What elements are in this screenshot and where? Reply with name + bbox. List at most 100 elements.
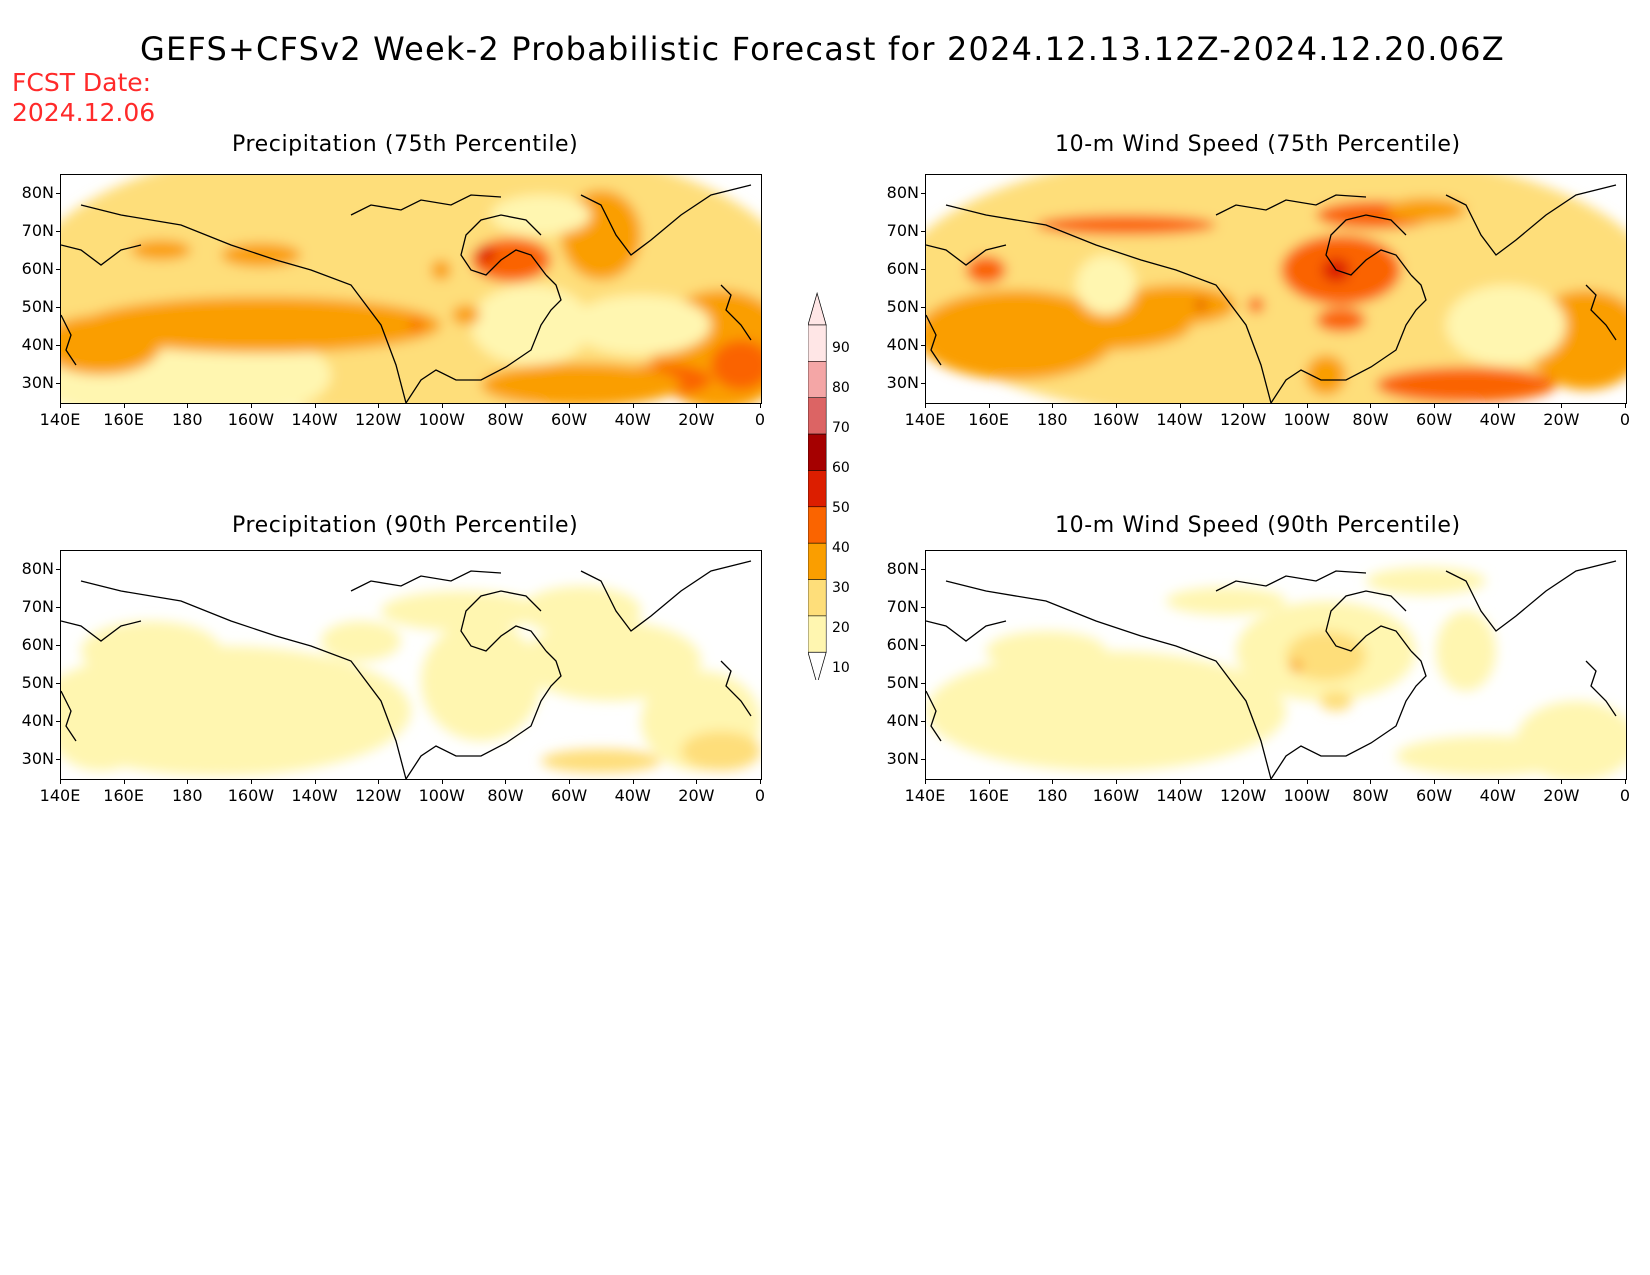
probability-shading [431,260,451,280]
lon-tick [250,403,252,408]
lat-label: 30N [21,373,54,392]
lon-tick [1052,403,1054,408]
colorbar-label: 10 [832,660,850,676]
lon-label: 140W [291,786,338,805]
coastline [720,660,752,717]
coastline [580,184,752,256]
lon-tick [1370,779,1372,784]
lon-label: 80W [1352,786,1389,805]
lat-tick [921,307,926,308]
probability-shading [421,621,541,741]
lat-tick [921,269,926,270]
coastline [926,620,1007,642]
lat-tick [921,759,926,760]
lon-tick [1306,779,1308,784]
lon-label: 160W [227,786,275,805]
lon-label: 40W [1479,786,1516,805]
coastline [1445,560,1617,632]
probability-shading [81,297,441,353]
coastline [405,650,562,779]
lon-label: 0 [1619,786,1631,805]
lon-label: 180 [1036,786,1068,805]
probability-shading [476,247,496,263]
lat-label: 60N [886,635,919,654]
colorbar-segment [808,324,827,362]
lat-label: 30N [886,373,919,392]
lon-tick [632,779,634,784]
colorbar-label: 60 [832,460,850,476]
lon-tick [988,403,990,408]
lon-label: 20W [1543,410,1580,429]
lon-tick [696,403,698,408]
lon-label: 160E [968,410,1009,429]
lon-tick [925,779,926,784]
lat-label: 40N [21,335,54,354]
coastline [460,214,547,276]
lon-tick [1434,779,1436,784]
lat-label: 60N [21,635,54,654]
lon-label: 100W [1283,786,1330,805]
coastline [61,690,77,742]
colorbar-label: 70 [832,420,850,436]
coastline [926,244,1007,266]
lon-label: 0 [754,786,766,805]
lat-tick [56,307,61,308]
lon-tick [988,779,990,784]
lon-tick [1115,779,1117,784]
lon-tick [1179,403,1181,408]
lat-tick [921,721,926,722]
lon-label: 80W [487,410,524,429]
probability-shading [1446,285,1566,365]
lon-label: 80W [1352,410,1389,429]
panel-title-wind-75: 10-m Wind Speed (75th Percentile) [1055,132,1461,157]
coastline [926,314,942,366]
lat-label: 50N [21,673,54,692]
main-title: GEFS+CFSv2 Week-2 Probabilistic Forecast… [140,30,1505,68]
probability-shading [1316,308,1366,332]
lon-label: 140W [1156,410,1203,429]
probability-shading [61,691,151,771]
lat-tick [921,645,926,646]
lon-tick [1115,403,1117,408]
probability-shading [81,621,221,681]
lon-label: 100W [418,786,465,805]
lat-tick [921,345,926,346]
coastline [61,620,142,642]
colorbar-segment [808,470,827,508]
lon-tick [1370,403,1372,408]
probability-shading [1011,300,1191,350]
coastline [80,580,407,779]
lon-label: 100W [1283,410,1330,429]
lat-tick [56,383,61,384]
shading-svg [926,560,1626,779]
coastline [945,580,1272,779]
probability-shading [521,621,701,701]
probability-shading [571,295,711,355]
coastline [1445,184,1617,256]
colorbar-label: 20 [832,620,850,636]
lon-tick [123,779,125,784]
coastline [926,690,942,742]
probability-shading [1386,198,1466,222]
colorbar-top-triangle [808,291,827,326]
lon-label: 180 [1036,410,1068,429]
lat-tick [921,193,926,194]
lon-tick [505,779,507,784]
probability-shading [986,631,1106,671]
lat-tick [921,231,926,232]
colorbar [808,291,827,680]
probability-shading [1248,297,1264,313]
lat-label: 60N [886,259,919,278]
colorbar-label: 50 [832,500,850,516]
probability-shading [1376,367,1556,403]
coastline [61,314,77,366]
lon-label: 60W [1415,786,1453,805]
lon-tick [314,403,316,408]
lat-label: 30N [886,749,919,768]
lat-tick [56,645,61,646]
map-wind-90 [925,550,1627,780]
lon-label: 20W [678,786,715,805]
panel-title-precip-90: Precipitation (90th Percentile) [232,513,579,538]
lon-tick [505,403,507,408]
lat-tick [56,269,61,270]
